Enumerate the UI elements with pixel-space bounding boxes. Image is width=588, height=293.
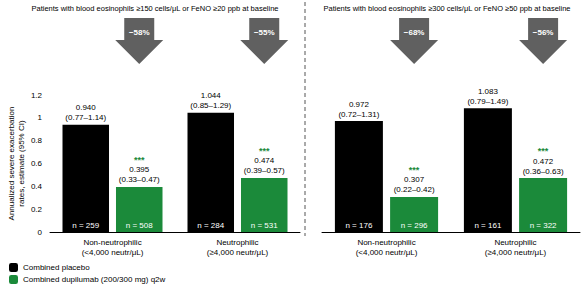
svg-text:***: *** (259, 146, 270, 156)
svg-text:0.395: 0.395 (129, 165, 150, 174)
svg-text:−55%: −55% (254, 28, 275, 37)
svg-text:(0.36–0.63): (0.36–0.63) (523, 167, 564, 176)
svg-text:1: 1 (38, 113, 43, 122)
svg-text:0.474: 0.474 (254, 156, 275, 165)
svg-text:Combined placebo: Combined placebo (23, 263, 90, 272)
svg-text:(≥4,000 neutr/μL): (≥4,000 neutr/μL) (207, 248, 269, 257)
svg-text:Neutrophilic: Neutrophilic (494, 238, 536, 247)
svg-text:Patients with blood eosinophil: Patients with blood eosinophils ≥150 cel… (31, 4, 278, 13)
svg-text:n = 531: n = 531 (251, 221, 278, 230)
svg-text:(0.72–1.31): (0.72–1.31) (338, 110, 379, 119)
svg-text:1.083: 1.083 (478, 87, 499, 96)
svg-text:Non-neutrophilic: Non-neutrophilic (83, 238, 141, 247)
svg-text:(≥4,000 neutr/μL): (≥4,000 neutr/μL) (485, 248, 547, 257)
svg-text:−58%: −58% (129, 28, 150, 37)
svg-text:***: *** (134, 155, 145, 165)
svg-text:(0.39–0.57): (0.39–0.57) (244, 166, 285, 175)
svg-text:(0.85–1.29): (0.85–1.29) (190, 101, 231, 110)
svg-text:n = 176: n = 176 (345, 221, 372, 230)
svg-text:(0.79–1.49): (0.79–1.49) (467, 97, 508, 106)
svg-text:−68%: −68% (404, 28, 425, 37)
svg-text:1.044: 1.044 (201, 91, 222, 100)
svg-text:(<4,000 neutr/μL): (<4,000 neutr/μL) (356, 248, 418, 257)
svg-text:***: *** (538, 146, 549, 156)
svg-text:rates, estimate (95% CI): rates, estimate (95% CI) (17, 120, 26, 207)
svg-text:Non-neutrophilic: Non-neutrophilic (357, 238, 415, 247)
svg-text:n = 322: n = 322 (530, 221, 557, 230)
svg-text:1.2: 1.2 (31, 91, 43, 100)
svg-text:Annualized severe exacerbation: Annualized severe exacerbation (7, 107, 16, 221)
svg-text:0.6: 0.6 (31, 159, 43, 168)
svg-text:n = 161: n = 161 (474, 221, 501, 230)
svg-text:n = 284: n = 284 (197, 221, 224, 230)
svg-text:0.972: 0.972 (349, 100, 370, 109)
svg-text:(0.33–0.47): (0.33–0.47) (119, 175, 160, 184)
svg-text:Patients with blood eosinophil: Patients with blood eosinophils ≥300 cel… (323, 4, 570, 13)
svg-text:n = 259: n = 259 (72, 221, 99, 230)
svg-text:Neutrophilic: Neutrophilic (216, 238, 258, 247)
svg-text:0.8: 0.8 (31, 136, 43, 145)
svg-text:−56%: −56% (533, 28, 554, 37)
svg-text:(0.22–0.42): (0.22–0.42) (394, 185, 435, 194)
svg-text:(0.77–1.14): (0.77–1.14) (65, 113, 106, 122)
svg-text:0.4: 0.4 (31, 182, 43, 191)
svg-text:0.2: 0.2 (31, 205, 43, 214)
svg-text:0.472: 0.472 (533, 157, 554, 166)
svg-text:n = 508: n = 508 (126, 221, 153, 230)
svg-text:0.307: 0.307 (404, 175, 425, 184)
svg-text:0.940: 0.940 (76, 103, 97, 112)
svg-text:***: *** (409, 165, 420, 175)
svg-text:Combined dupilumab (200/300 mg: Combined dupilumab (200/300 mg) q2w (23, 275, 166, 284)
svg-text:n = 296: n = 296 (401, 221, 428, 230)
svg-text:(<4,000 neutr/μL): (<4,000 neutr/μL) (82, 248, 144, 257)
svg-text:0: 0 (38, 228, 43, 237)
